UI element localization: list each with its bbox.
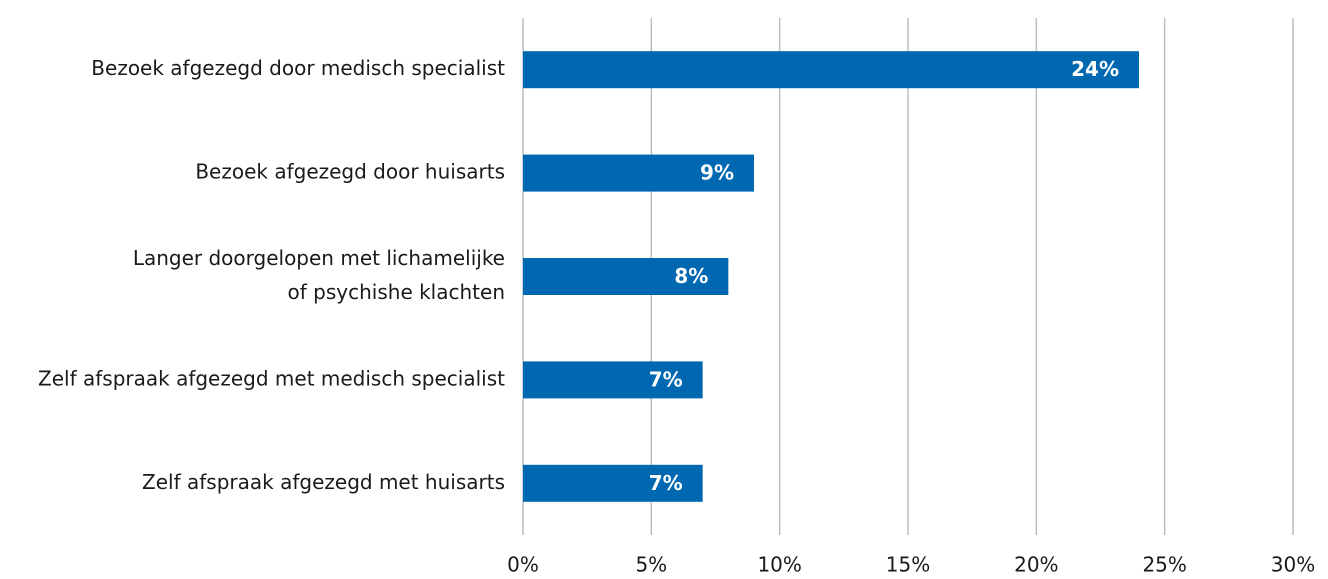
value-label: 24% [1071,57,1119,81]
bar [523,361,703,399]
bar [523,154,754,192]
x-tick-label: 15% [886,553,930,577]
x-tick-label: 25% [1142,553,1186,577]
y-tick-label: Bezoek afgezegd door huisarts [195,160,505,184]
x-tick-label: 20% [1014,553,1058,577]
x-tick-label: 30% [1271,553,1315,577]
y-tick-label: Zelf afspraak afgezegd met huisarts [142,470,505,494]
value-label: 9% [700,161,734,185]
x-tick-label: 0% [507,553,539,577]
y-tick-label: Bezoek afgezegd door medisch specialist [91,56,505,80]
y-tick-label: Langer doorgelopen met lichamelijke [133,246,505,270]
bar [523,258,729,295]
y-tick-label: Zelf afspraak afgezegd met medisch speci… [38,366,505,390]
value-label: 7% [649,367,683,391]
x-tick-label: 10% [757,553,801,577]
bar [523,464,703,502]
x-tick-label: 5% [635,553,667,577]
value-label: 8% [674,264,708,288]
y-tick-label: of psychishe klachten [288,280,505,304]
bar [523,51,1139,89]
value-label: 7% [649,471,683,495]
